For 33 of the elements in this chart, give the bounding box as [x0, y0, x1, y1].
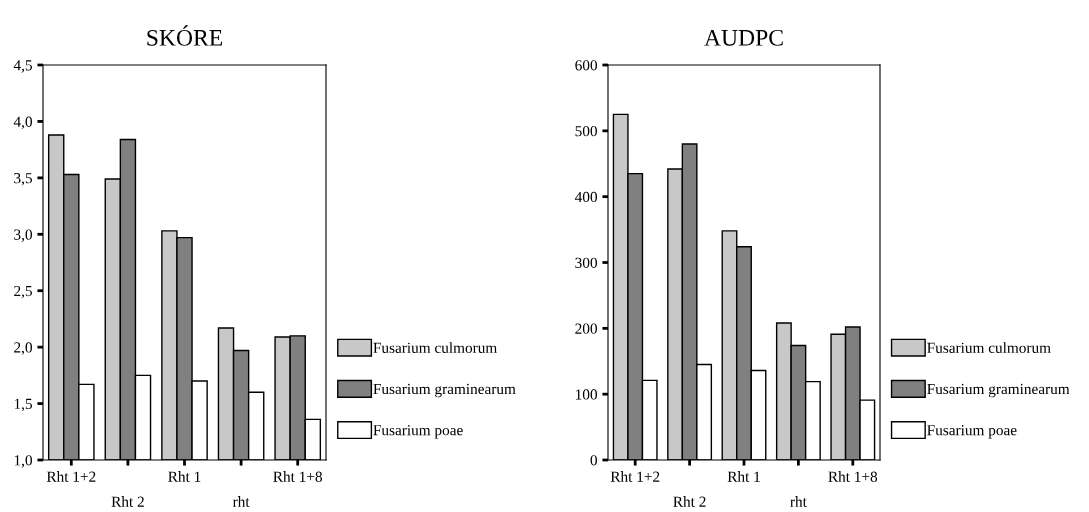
legend-label: Fusarium culmorum — [927, 342, 1051, 353]
y-tick-label: 1,0 — [14, 455, 32, 468]
y-tick-label: 2,0 — [14, 342, 32, 355]
y-tick-label: 100 — [576, 389, 597, 400]
x-tick-label: Rht 2 — [111, 496, 144, 507]
x-tick-label: Rht 1 — [727, 471, 760, 482]
legend-label: Fusarium poae — [373, 425, 463, 439]
y-tick-label: 2,5 — [14, 285, 32, 299]
y-tick-label: 3,5 — [14, 173, 32, 186]
x-tick-label: rht — [232, 496, 250, 507]
legend-label: Fusarium graminearum — [927, 383, 1070, 398]
x-tick-label: Rht 1+8 — [273, 471, 323, 482]
legend-label: Fusarium culmorum — [373, 342, 497, 353]
y-tick-label: 500 — [575, 125, 597, 137]
legend-label: Fusarium poae — [927, 425, 1017, 439]
y-tick-label: 600 — [575, 60, 597, 71]
y-tick-label: 4,5 — [13, 60, 32, 73]
chart-title: SKÓRE — [147, 25, 223, 46]
x-tick-label: Rht 2 — [673, 496, 706, 507]
x-tick-label: Rht 1+2 — [610, 471, 660, 482]
x-tick-label: Rht 1+2 — [46, 471, 96, 482]
x-tick-label: Rht 1+8 — [828, 471, 878, 482]
chart-title: AUDPC — [704, 29, 783, 46]
y-tick-label: 0 — [590, 455, 597, 466]
legend-label: Fusarium graminearum — [373, 383, 516, 398]
y-tick-label: 200 — [575, 323, 597, 334]
y-tick-label: 1,5 — [14, 398, 32, 412]
y-tick-label: 300 — [575, 257, 597, 268]
y-tick-label: 4,0 — [13, 116, 32, 130]
y-tick-label: 400 — [574, 191, 597, 203]
x-tick-label: rht — [790, 496, 807, 507]
y-tick-label: 3,0 — [14, 229, 32, 242]
x-tick-label: Rht 1 — [168, 471, 201, 482]
